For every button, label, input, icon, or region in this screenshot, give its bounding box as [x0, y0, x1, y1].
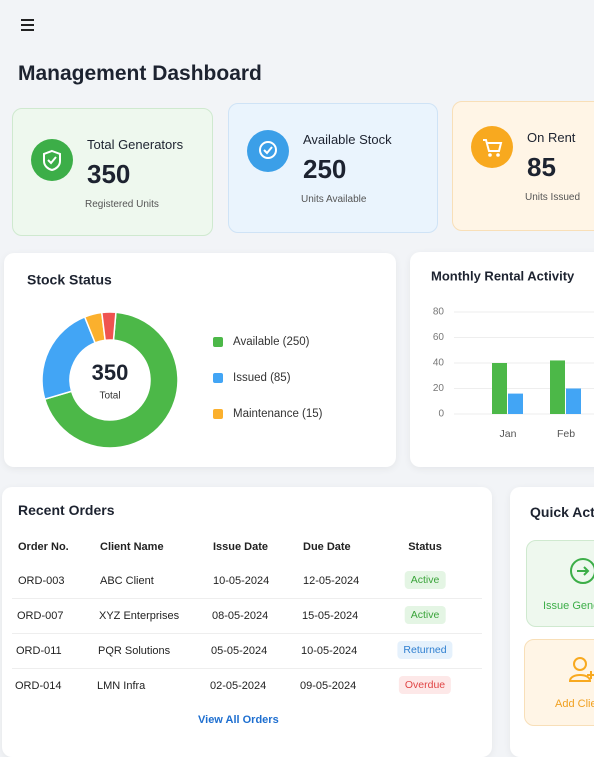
card-value: 250 — [303, 154, 347, 184]
card-subtitle: Units Issued — [525, 192, 581, 203]
table-cell: 08-05-2024 — [212, 610, 269, 622]
status-badge: Active — [404, 606, 446, 624]
card-value: 85 — [527, 152, 556, 182]
stat-card[interactable]: Total Generators 350 Registered Units — [12, 108, 213, 236]
column-header: Client Name — [100, 541, 164, 553]
table-cell: ORD-003 — [18, 575, 65, 587]
y-tick-label: 40 — [433, 358, 445, 369]
quick-action-label: Add Client — [555, 698, 594, 710]
donut-chart: Stock Status 350 Total Available (250) Issue… — [27, 272, 323, 449]
legend-label: Issued (85) — [233, 372, 291, 384]
bar — [550, 360, 565, 414]
table-cell: XYZ Enterprises — [99, 610, 180, 622]
recent-orders-panel: Recent Orders View All Orders Order No. C… — [2, 487, 492, 757]
stat-card[interactable]: Available Stock 250 Units Available — [228, 103, 438, 233]
row-divider — [12, 633, 482, 634]
quick-action[interactable]: Issue Generator — [526, 540, 594, 627]
table-cell: ABC Client — [100, 575, 154, 587]
card-subtitle: Registered Units — [85, 199, 159, 210]
y-tick-label: 60 — [433, 332, 445, 343]
status-badge: Active — [404, 571, 446, 589]
table-cell: ORD-011 — [16, 645, 62, 657]
table-cell: 05-05-2024 — [211, 645, 268, 657]
quick-action[interactable]: Add Client — [524, 639, 594, 726]
y-tick-label: 80 — [433, 307, 445, 318]
legend-label: Maintenance (15) — [233, 408, 323, 420]
card-title: Total Generators — [87, 137, 184, 152]
y-tick-label: 20 — [433, 383, 445, 394]
table-cell: 12-05-2024 — [303, 575, 360, 587]
view-all-link[interactable]: View All Orders — [198, 714, 279, 726]
status-badge: Overdue — [398, 676, 452, 694]
card-title: Available Stock — [303, 132, 392, 147]
table-cell: 10-05-2024 — [213, 575, 270, 587]
card-subtitle: Units Available — [301, 194, 367, 205]
table-cell: PQR Solutions — [98, 645, 171, 657]
donut-segment — [43, 311, 179, 449]
y-tick-label: 0 — [438, 409, 444, 420]
card-title: On Rent — [527, 130, 576, 145]
table-cell: ORD-007 — [17, 610, 64, 622]
legend-swatch — [213, 337, 223, 347]
panel-title: Recent Orders — [18, 502, 115, 518]
bar — [492, 363, 507, 414]
row-divider — [12, 598, 482, 599]
center-value: 350 — [92, 360, 129, 385]
table-cell: LMN Infra — [97, 680, 146, 692]
column-header: Issue Date — [213, 541, 269, 553]
table-cell: ORD-014 — [15, 680, 62, 692]
table-cell: 09-05-2024 — [300, 680, 357, 692]
bar — [508, 393, 523, 414]
page-title: Management Dashboard — [18, 62, 262, 85]
menu-icon[interactable] — [20, 18, 36, 32]
x-tick-label: Jan — [500, 428, 517, 440]
legend-label: Available (250) — [233, 336, 310, 348]
table-cell: 02-05-2024 — [210, 680, 267, 692]
center-label: Total — [99, 391, 120, 402]
legend-swatch — [213, 373, 223, 383]
bar — [566, 388, 581, 414]
quick-actions-panel: Quick Actions Issue Generator Add Client — [510, 487, 594, 757]
table-cell: 10-05-2024 — [301, 645, 358, 657]
legend-swatch — [213, 409, 223, 419]
chart-title: Monthly Rental Activity — [431, 268, 575, 283]
x-tick-label: Feb — [557, 428, 575, 440]
panel-title: Quick Actions — [530, 504, 594, 520]
column-header: Due Date — [303, 541, 351, 553]
quick-action-label: Issue Generator — [543, 600, 594, 612]
donut-segment — [100, 311, 117, 342]
row-divider — [12, 668, 482, 669]
stat-card[interactable]: On Rent 85 Units Issued — [452, 101, 594, 231]
chart-title: Stock Status — [27, 272, 112, 288]
column-header: Order No. — [18, 541, 69, 553]
status-badge: Returned — [397, 641, 453, 659]
table-cell: 15-05-2024 — [302, 610, 359, 622]
column-header: Status — [408, 541, 442, 553]
bar-chart: Monthly Rental Activity 0 20 40 60 80 Jan Feb — [431, 268, 594, 440]
donut-segment — [41, 315, 97, 401]
stock-status-panel: Stock Status 350 Total Available (250) Issue… — [4, 253, 396, 467]
card-value: 350 — [87, 159, 131, 189]
rental-activity-panel: Monthly Rental Activity 0 20 40 60 80 Jan Feb — [410, 252, 594, 467]
